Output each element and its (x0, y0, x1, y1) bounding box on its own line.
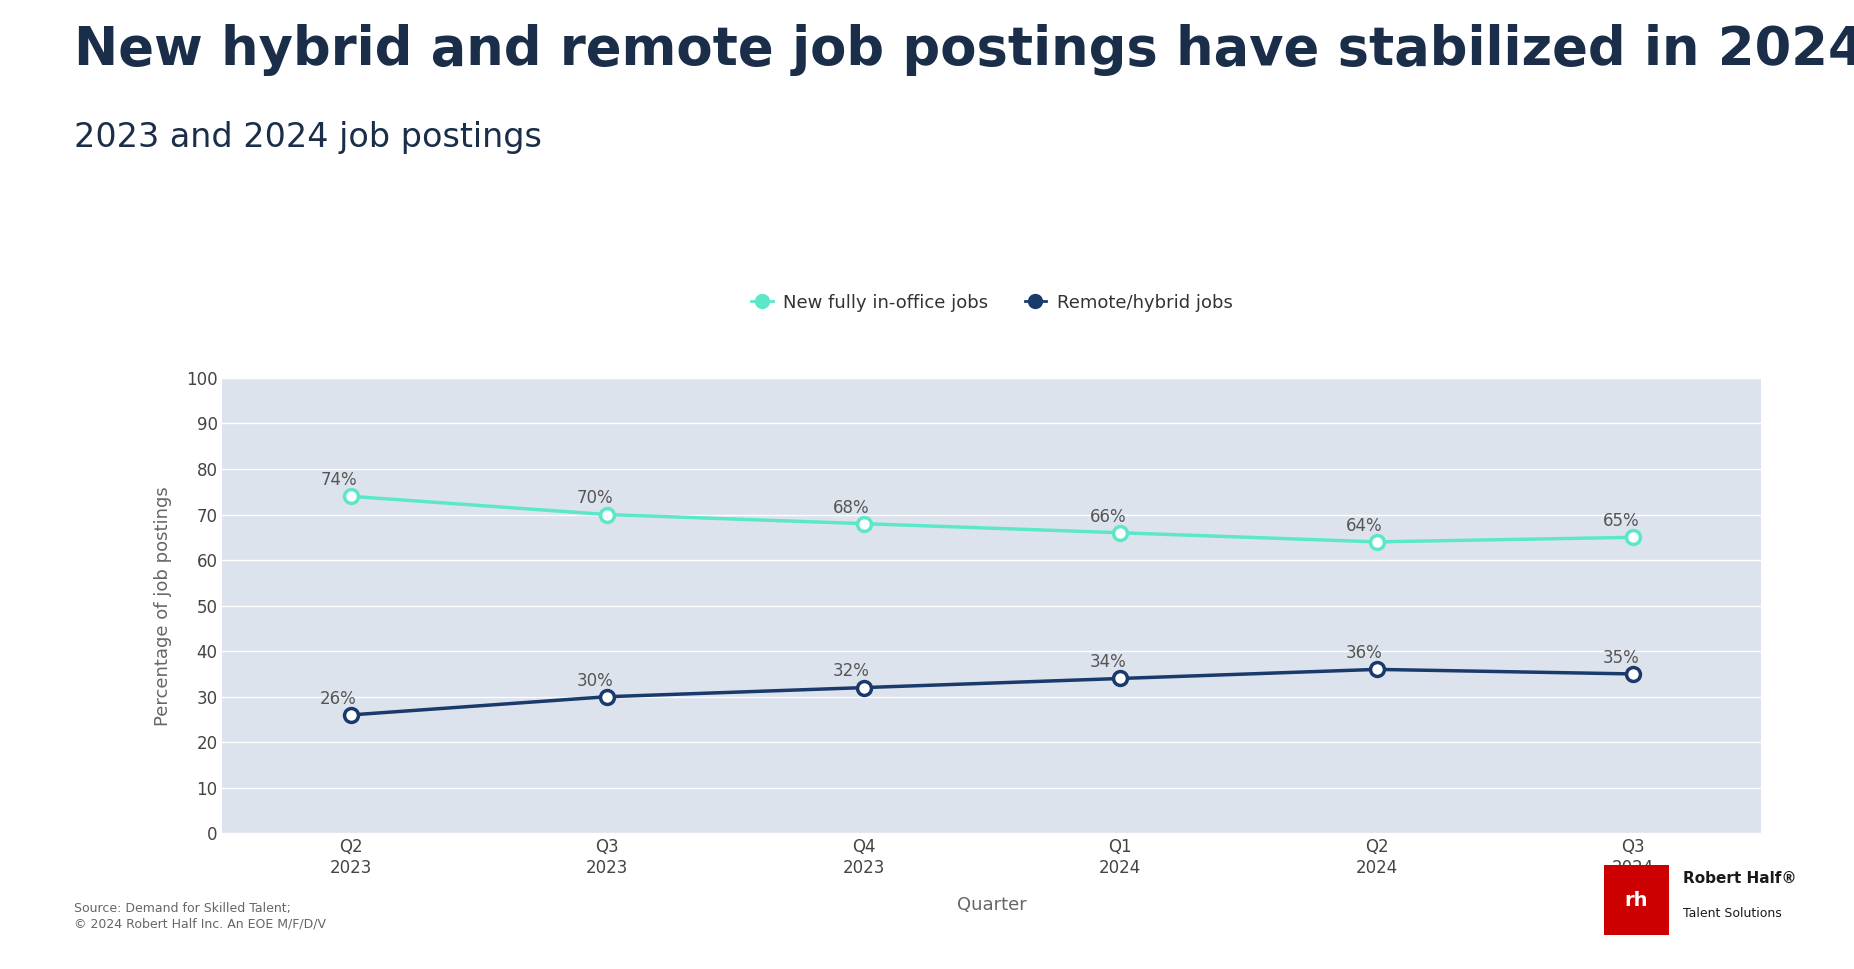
Legend: New fully in-office jobs, Remote/hybrid jobs: New fully in-office jobs, Remote/hybrid … (743, 287, 1240, 320)
Text: 68%: 68% (832, 498, 870, 516)
Text: Robert Half®: Robert Half® (1683, 871, 1797, 887)
Text: 34%: 34% (1090, 653, 1127, 672)
X-axis label: Quarter: Quarter (957, 896, 1027, 915)
Text: Source: Demand for Skilled Talent;
© 2024 Robert Half Inc. An EOE M/F/D/V: Source: Demand for Skilled Talent; © 202… (74, 902, 326, 930)
Text: 74%: 74% (321, 471, 356, 489)
Text: rh: rh (1624, 891, 1648, 910)
Text: Talent Solutions: Talent Solutions (1683, 907, 1782, 921)
Text: 66%: 66% (1090, 508, 1125, 525)
Text: 65%: 65% (1602, 513, 1639, 530)
Text: 2023 and 2024 job postings: 2023 and 2024 job postings (74, 121, 541, 154)
Y-axis label: Percentage of job postings: Percentage of job postings (154, 485, 172, 726)
Text: New hybrid and remote job postings have stabilized in 2024: New hybrid and remote job postings have … (74, 24, 1854, 77)
Text: 36%: 36% (1346, 644, 1383, 662)
FancyBboxPatch shape (1604, 865, 1669, 935)
Text: 30%: 30% (577, 672, 614, 690)
Text: 64%: 64% (1346, 516, 1383, 535)
Text: 70%: 70% (577, 489, 614, 508)
Text: 26%: 26% (321, 690, 358, 707)
Text: 35%: 35% (1602, 649, 1639, 667)
Text: 32%: 32% (832, 663, 870, 680)
